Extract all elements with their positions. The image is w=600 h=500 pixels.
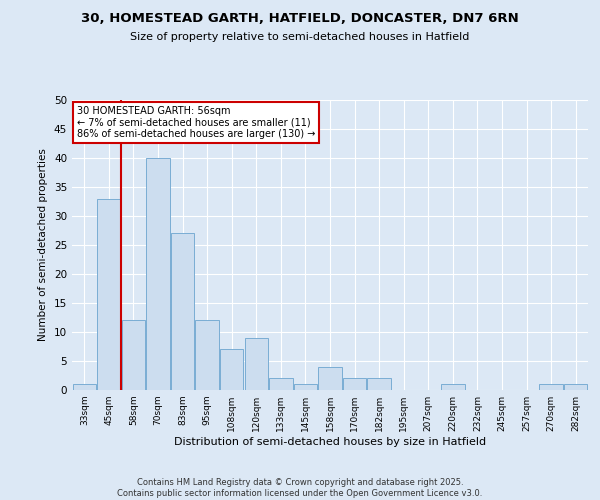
Text: Contains HM Land Registry data © Crown copyright and database right 2025.
Contai: Contains HM Land Registry data © Crown c… — [118, 478, 482, 498]
Bar — [343, 378, 366, 390]
Bar — [441, 384, 464, 390]
Text: 30 HOMESTEAD GARTH: 56sqm
← 7% of semi-detached houses are smaller (11)
86% of s: 30 HOMESTEAD GARTH: 56sqm ← 7% of semi-d… — [77, 106, 316, 139]
Bar — [146, 158, 170, 390]
Bar — [220, 350, 244, 390]
Text: 30, HOMESTEAD GARTH, HATFIELD, DONCASTER, DN7 6RN: 30, HOMESTEAD GARTH, HATFIELD, DONCASTER… — [81, 12, 519, 26]
Bar — [245, 338, 268, 390]
Bar — [73, 384, 96, 390]
Bar — [294, 384, 317, 390]
Bar — [367, 378, 391, 390]
Bar — [564, 384, 587, 390]
Y-axis label: Number of semi-detached properties: Number of semi-detached properties — [38, 148, 49, 342]
Bar — [97, 198, 121, 390]
Bar — [196, 320, 219, 390]
Bar — [539, 384, 563, 390]
Bar — [319, 367, 341, 390]
X-axis label: Distribution of semi-detached houses by size in Hatfield: Distribution of semi-detached houses by … — [174, 437, 486, 447]
Bar — [269, 378, 293, 390]
Bar — [171, 234, 194, 390]
Text: Size of property relative to semi-detached houses in Hatfield: Size of property relative to semi-detach… — [130, 32, 470, 42]
Bar — [122, 320, 145, 390]
